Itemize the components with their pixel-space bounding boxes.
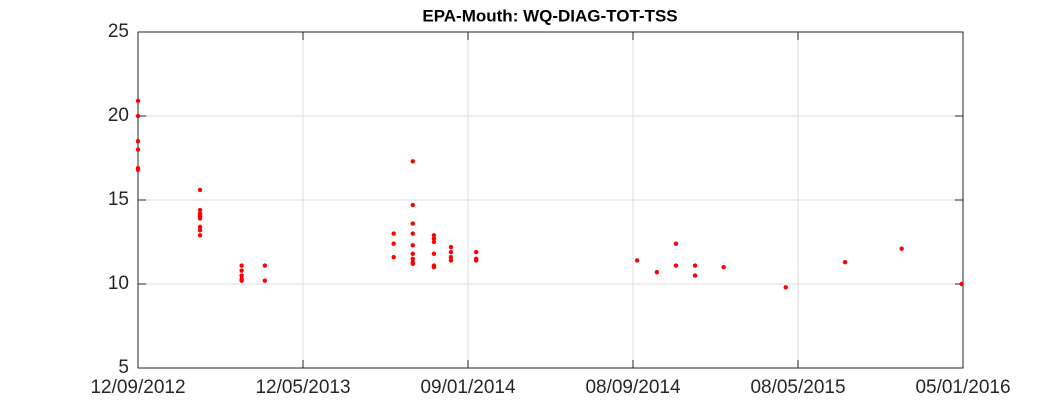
data-point [135, 167, 141, 172]
data-point [721, 265, 726, 270]
data-point [410, 261, 415, 267]
data-point [783, 285, 788, 290]
data-point [842, 259, 848, 265]
data-point [410, 202, 415, 208]
data-point [197, 228, 203, 233]
data-point [239, 273, 244, 278]
data-point [135, 98, 141, 104]
data-point [239, 268, 244, 273]
data-point [448, 244, 454, 250]
data-point [197, 224, 203, 230]
data-point [634, 258, 640, 263]
data-point [391, 241, 396, 246]
data-point [899, 246, 904, 251]
data-point [431, 233, 437, 238]
y-tick-label: 25 [108, 21, 129, 42]
data-point [239, 263, 244, 268]
x-tick-label: 05/01/2016 [915, 377, 1010, 398]
y-tick-label: 15 [108, 189, 129, 210]
x-tick-label: 12/09/2012 [90, 377, 185, 398]
data-point [391, 231, 396, 236]
data-point [197, 233, 203, 238]
data-point [473, 249, 479, 255]
data-point [410, 251, 415, 256]
data-point [197, 216, 203, 221]
y-tick-label: 5 [118, 357, 129, 378]
data-point [448, 254, 454, 260]
data-point [673, 263, 679, 268]
data-point [431, 265, 437, 270]
data-point [410, 159, 415, 164]
data-point [391, 254, 396, 260]
x-tick-label: 08/05/2015 [750, 377, 845, 398]
data-point [473, 258, 479, 263]
data-point [239, 278, 244, 283]
data-point [431, 251, 437, 256]
data-point [692, 263, 698, 268]
y-tick-label: 10 [108, 273, 129, 294]
data-point [410, 221, 415, 226]
x-tick-label: 08/09/2014 [585, 377, 681, 398]
data-point [410, 243, 415, 248]
data-point [410, 231, 415, 236]
data-point [135, 139, 141, 144]
data-point [135, 147, 141, 152]
chart-title: EPA-Mouth: WQ-DIAG-TOT-TSS [422, 6, 677, 25]
data-point [197, 187, 203, 193]
data-point [448, 249, 454, 255]
data-point [262, 278, 268, 283]
y-tick-label: 20 [108, 105, 129, 126]
x-tick-label: 12/05/2013 [255, 377, 350, 398]
data-point [431, 236, 437, 241]
data-point [448, 258, 454, 263]
data-point [135, 113, 141, 119]
x-tick-label: 09/01/2014 [420, 377, 516, 398]
data-point [262, 263, 268, 268]
data-point [692, 273, 698, 278]
data-point [673, 241, 679, 246]
data-point [431, 239, 437, 245]
data-point [654, 270, 660, 275]
plot-frame [137, 31, 964, 369]
data-point [410, 256, 415, 261]
data-point [197, 207, 203, 213]
data-point [959, 281, 964, 287]
